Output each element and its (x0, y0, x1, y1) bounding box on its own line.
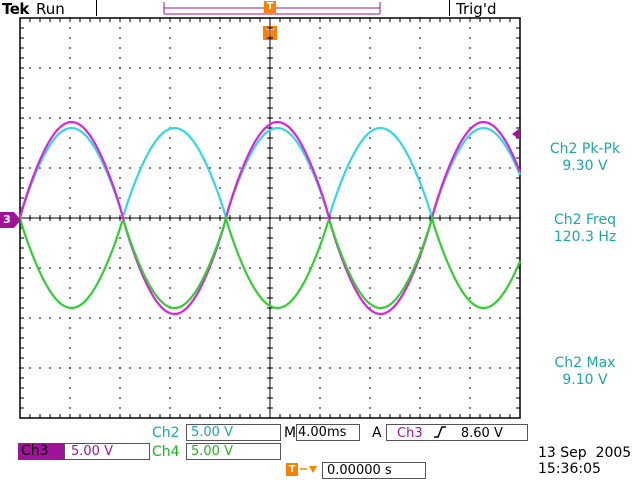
measurement-label: Ch2 Pk-Pk (549, 141, 621, 157)
ch3-ground-arrow-icon (14, 212, 21, 228)
trigger-source: Ch3 (397, 426, 423, 441)
trigger-position-icon: T (286, 463, 298, 476)
measurement-2: Ch2 Freq 120.3 Hz (530, 212, 640, 246)
measurement-value: 120.3 Hz (553, 229, 617, 245)
trigger-level: 8.60 V (460, 426, 503, 441)
measurement-label: Ch2 Max (554, 355, 616, 371)
rising-edge-icon (433, 426, 446, 438)
time-readout: 15:36:05 (538, 461, 601, 477)
timebase-label: M (284, 425, 297, 441)
header-divider (449, 0, 450, 16)
trigger-position-readout[interactable]: 0.00000 s (322, 462, 426, 479)
ch3-ground-marker[interactable]: 3 (0, 212, 14, 228)
measurement-3: Ch2 Max 9.10 V (530, 355, 640, 389)
ch4-scale-readout[interactable]: 5.00 V (186, 443, 281, 460)
measurement-label: Ch2 Freq (554, 212, 616, 228)
ch4-label: Ch4 (152, 444, 180, 460)
ch2-label: Ch2 (152, 425, 180, 441)
timebase-readout[interactable]: 4.00ms (296, 424, 360, 441)
trigger-level-icon (512, 128, 520, 140)
run-state-label: Run (36, 0, 65, 18)
measurement-value: 9.30 V (562, 158, 608, 174)
ch4-trace (18, 213, 522, 310)
ch3-label[interactable]: Ch3 (18, 443, 64, 460)
trigger-position-marker-top: T (264, 1, 276, 13)
ch3-trace (18, 120, 522, 316)
brand-logo: Tek (2, 0, 29, 18)
trigger-readout[interactable]: Ch3 8.60 V (386, 424, 528, 441)
measurement-1: Ch2 Pk-Pk 9.30 V (530, 141, 640, 175)
graticule-center-lines (19, 17, 521, 419)
header-divider (96, 0, 97, 16)
date-readout: 13 Sep 2005 (538, 445, 632, 461)
ch2-scale-readout[interactable]: 5.00 V (186, 424, 281, 441)
measurement-value: 9.10 V (562, 372, 608, 388)
arrow-right-down-icon (300, 466, 317, 473)
ch3-scale-readout[interactable]: 5.00 V (64, 443, 150, 460)
trigger-status-label: Trig'd (456, 0, 497, 18)
trigger-mode-label: A (372, 425, 382, 441)
